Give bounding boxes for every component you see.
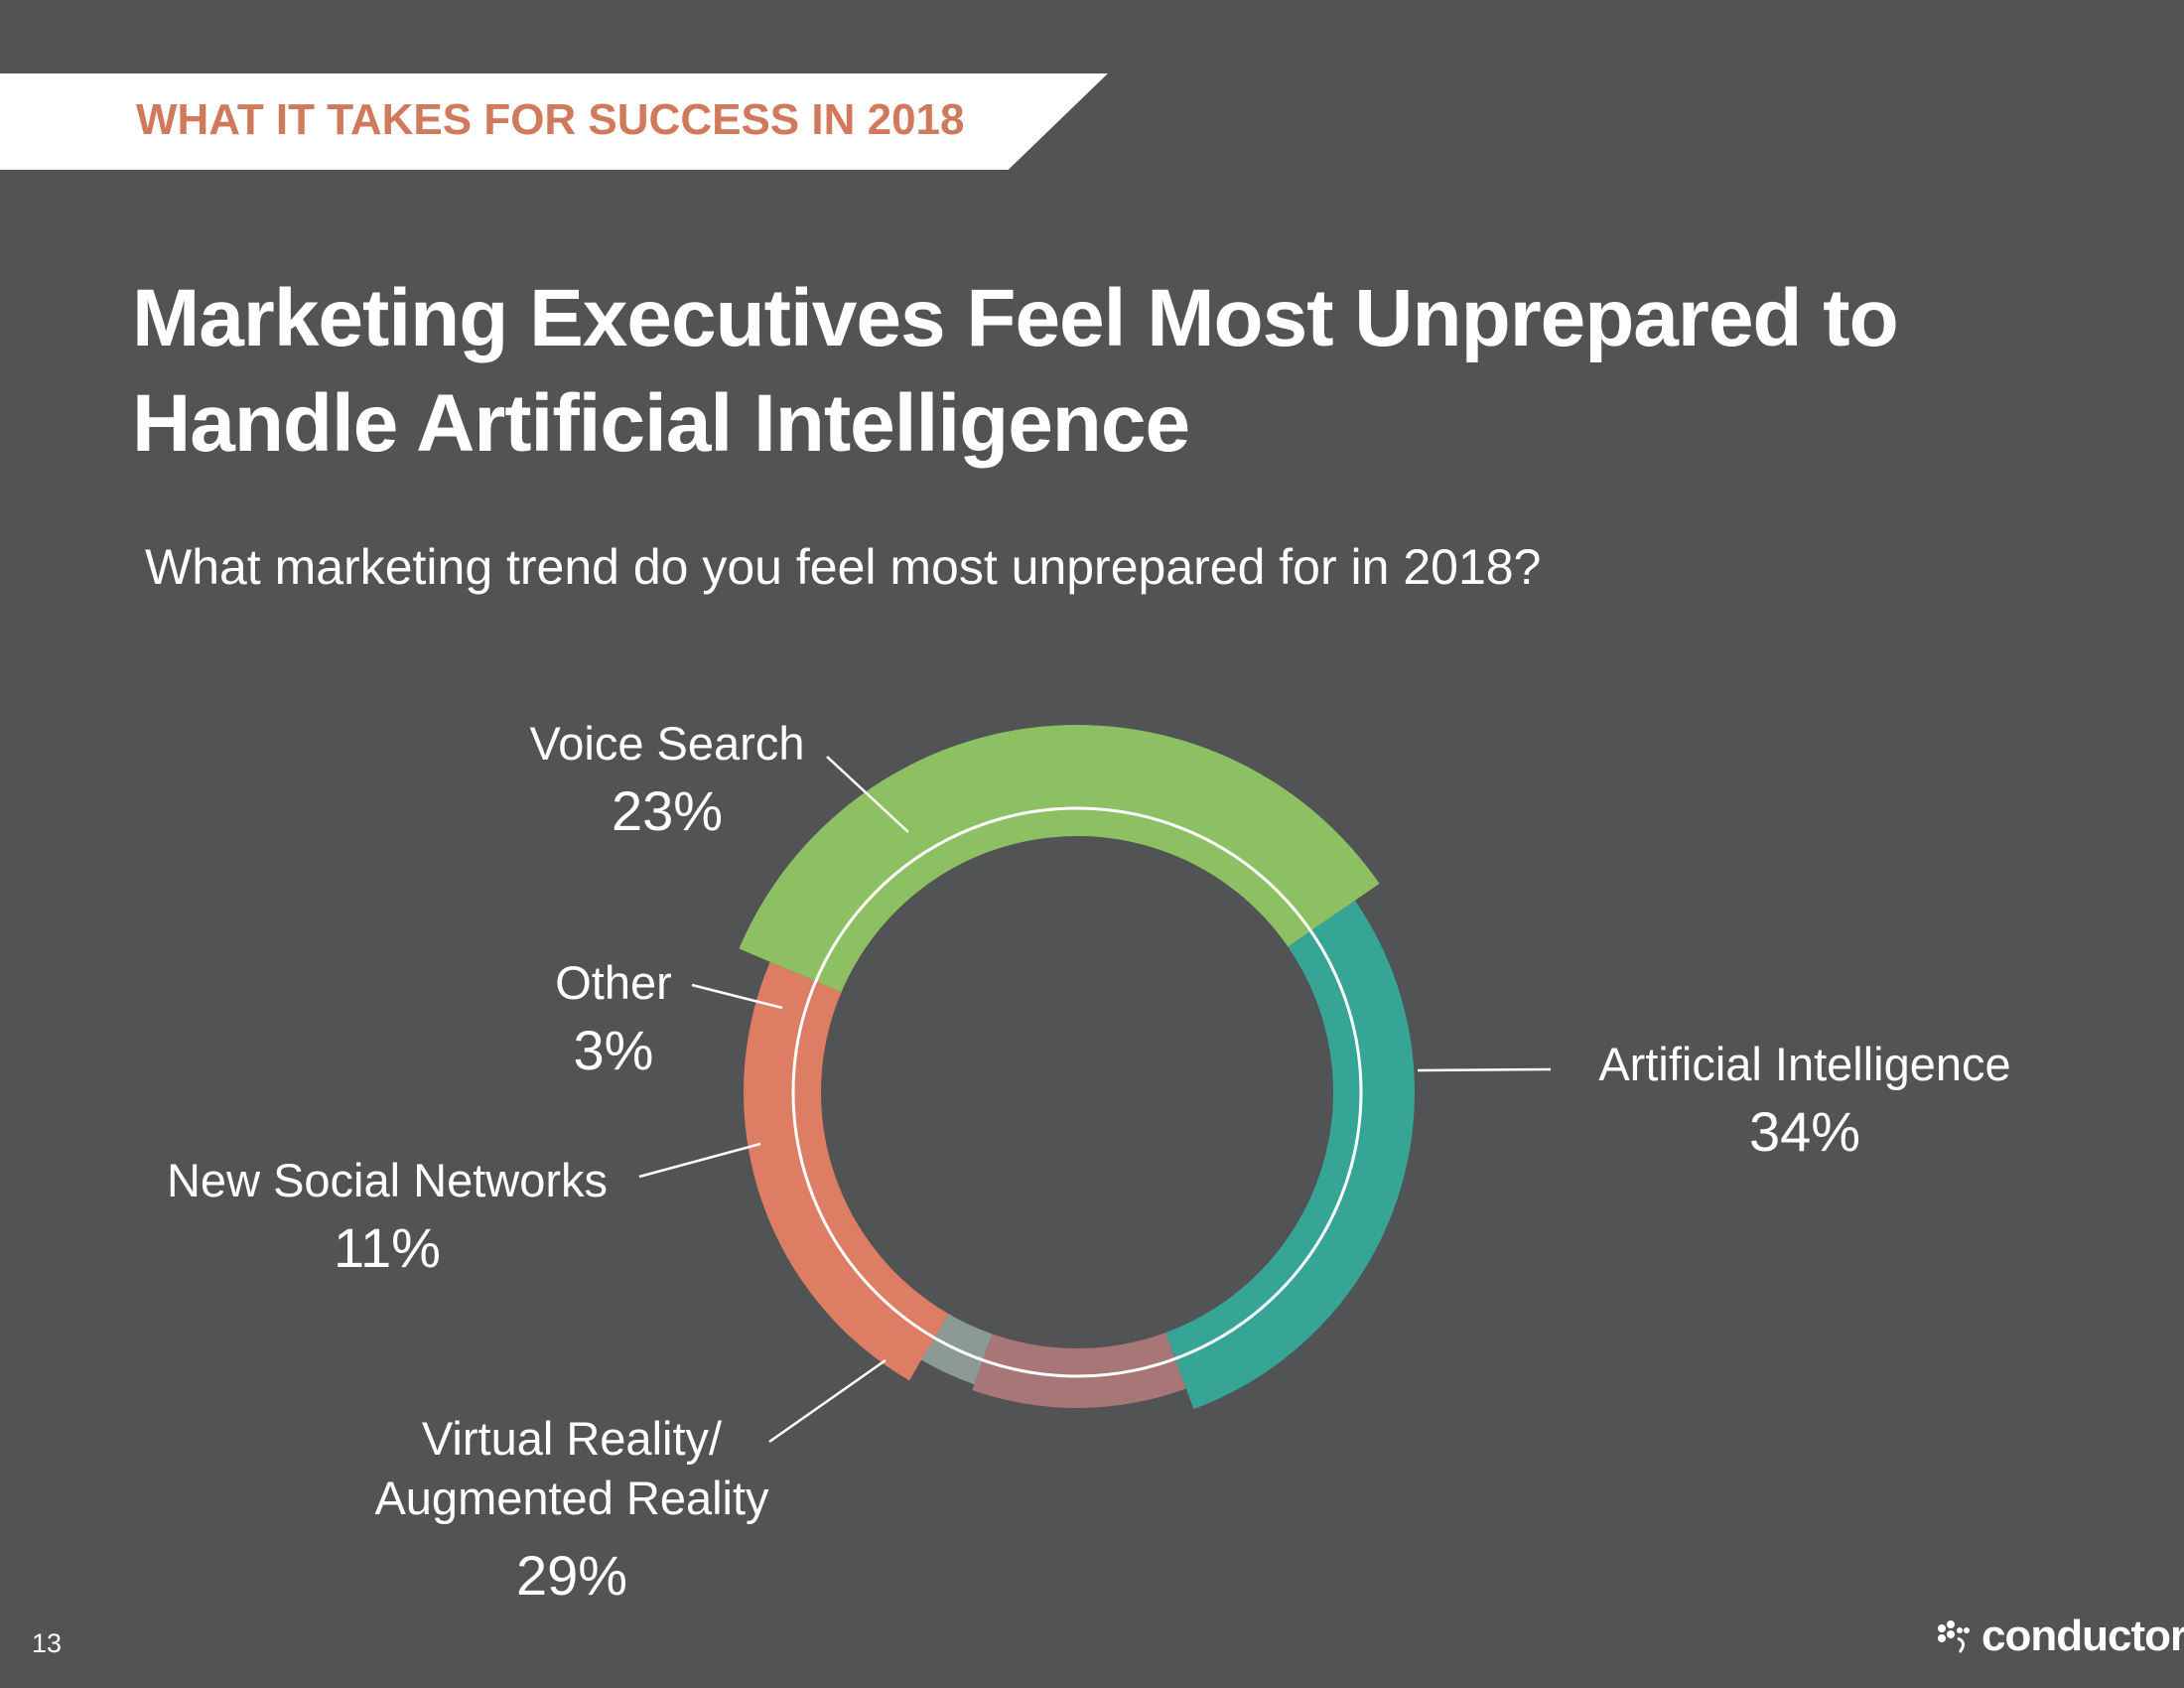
- label-new-social-networks: New Social Networks 11%: [129, 1151, 645, 1286]
- conductor-logo-text: conductor: [1981, 1612, 2184, 1660]
- page-title: Marketing Executives Feel Most Unprepare…: [132, 273, 1899, 469]
- label-other-name: Other: [555, 956, 672, 1009]
- leader-line-social: [638, 1142, 761, 1179]
- slice-artificial-intelligence: [739, 725, 1380, 993]
- label-other-pct: 3%: [573, 1019, 654, 1081]
- leader-line-other: [691, 983, 783, 1010]
- label-other: Other 3%: [514, 953, 713, 1088]
- page-number: 13: [32, 1628, 63, 1658]
- label-ai-name: Artificial Intelligence: [1598, 1038, 2011, 1090]
- leader-line-voice: [826, 756, 909, 833]
- label-voice-search: Voice Search 23%: [503, 714, 831, 849]
- label-social-name: New Social Networks: [166, 1154, 609, 1206]
- slice-new-social-networks: [972, 1333, 1186, 1408]
- label-social-pct: 11%: [334, 1216, 441, 1279]
- section-banner: [0, 73, 1108, 170]
- leader-line-vr: [768, 1358, 887, 1444]
- label-ai-pct: 34%: [1748, 1100, 1861, 1163]
- leader-line-ai: [1417, 1067, 1552, 1072]
- label-vr-name-1: Virtual Reality/: [421, 1412, 723, 1465]
- inner-white-ring: [791, 806, 1363, 1378]
- label-vr-name-2: Augmented Reality: [374, 1472, 769, 1524]
- conductor-mark-icon: [1938, 1620, 1970, 1653]
- section-banner-text: WHAT IT TAKES FOR SUCCESS IN 2018: [136, 95, 965, 144]
- label-artificial-intelligence: Artificial Intelligence 34%: [1557, 1035, 2053, 1170]
- conductor-logo: conductor: [1936, 1607, 2184, 1666]
- label-voice-name: Voice Search: [529, 717, 805, 770]
- label-vr-ar: Virtual Reality/ Augmented Reality 29%: [353, 1409, 790, 1614]
- slice-virtual-reality-augmented-reality: [1165, 900, 1415, 1410]
- label-vr-pct: 29%: [515, 1544, 628, 1607]
- survey-question: What marketing trend do you feel most un…: [145, 539, 1542, 595]
- slice-voice-search: [744, 961, 949, 1381]
- label-voice-pct: 23%: [611, 779, 724, 842]
